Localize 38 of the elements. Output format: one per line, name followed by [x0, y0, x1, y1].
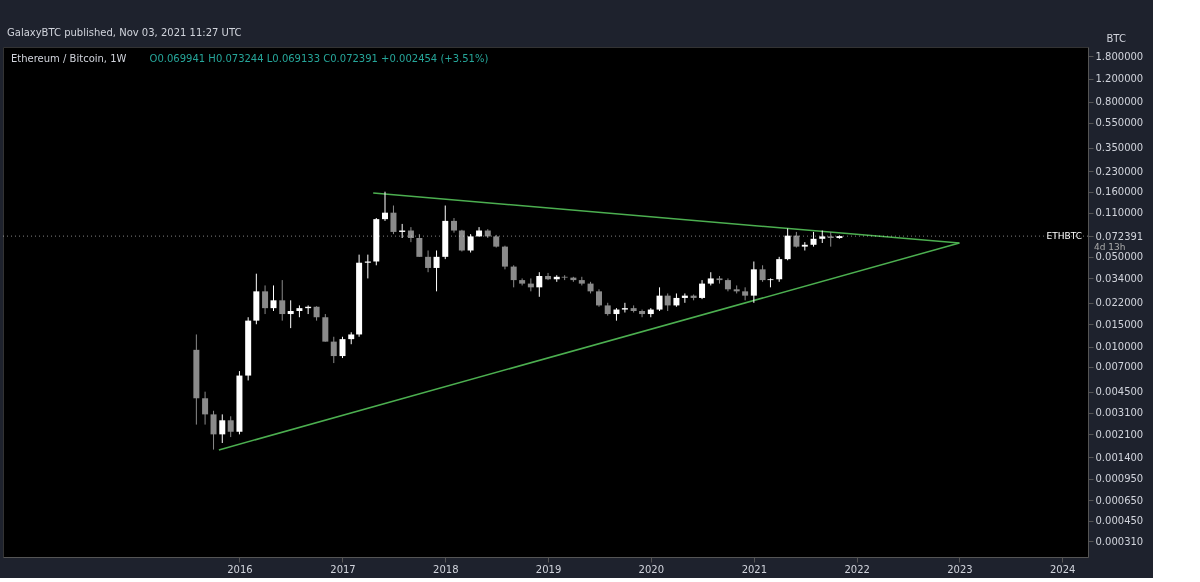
y-tick-label: 0.003100	[1095, 407, 1144, 419]
y-tick-label: 0.050000	[1095, 251, 1144, 263]
y-tick-label: 0.000950	[1095, 473, 1144, 485]
y-tick-label: 0.000310	[1095, 535, 1144, 547]
y-tick-label: 0.034000	[1095, 272, 1144, 284]
x-tick-label: 2016	[227, 563, 253, 575]
y-tick-label: 0.004500	[1095, 386, 1144, 398]
y-tick-label: 0.000650	[1095, 494, 1144, 506]
text: 4d 13h	[1094, 242, 1126, 253]
y-tick-label: 0.072391	[1095, 230, 1144, 242]
text: O0.069941 H0.073244 L0.069133 C0.072391 +0.002454 (+3.51%)	[149, 53, 489, 64]
y-axis-title: BTC	[1106, 32, 1126, 44]
x-tick-label: 2018	[433, 563, 459, 575]
y-tick-label: 0.010000	[1095, 341, 1144, 353]
y-tick-label: 1.800000	[1095, 50, 1144, 62]
x-tick-label: 2022	[844, 563, 870, 575]
x-tick-label: 2017	[330, 563, 356, 575]
y-tick-label: 0.002100	[1095, 428, 1144, 440]
y-tick-label: 0.110000	[1095, 207, 1144, 219]
text: Ethereum / Bitcoin, 1W	[11, 53, 127, 64]
y-tick-label: 1.200000	[1095, 73, 1144, 85]
ref-line-label: ETHBTC	[1046, 231, 1082, 242]
y-tick-label: 0.550000	[1095, 117, 1144, 129]
x-tick-label: 2023	[947, 563, 973, 575]
y-tick-label: 0.001400	[1095, 451, 1144, 463]
y-tick-label: 0.800000	[1095, 96, 1144, 108]
y-tick-label: 0.007000	[1095, 361, 1144, 373]
x-tick-label: 2024	[1049, 563, 1076, 575]
x-tick-label: 2020	[638, 563, 665, 575]
y-tick-label: 0.160000	[1095, 186, 1144, 198]
y-tick-label: 0.015000	[1095, 318, 1144, 330]
y-tick-label: 0.350000	[1095, 142, 1144, 154]
text: GalaxyBTC published, Nov 03, 2021 11:27 UTC	[7, 27, 242, 38]
x-tick-label: 2021	[741, 563, 768, 575]
y-tick-label: 0.022000	[1095, 297, 1144, 309]
x-tick-label: 2019	[535, 563, 562, 575]
y-tick-label: 0.230000	[1095, 165, 1144, 177]
y-tick-label: 0.000450	[1095, 515, 1144, 527]
